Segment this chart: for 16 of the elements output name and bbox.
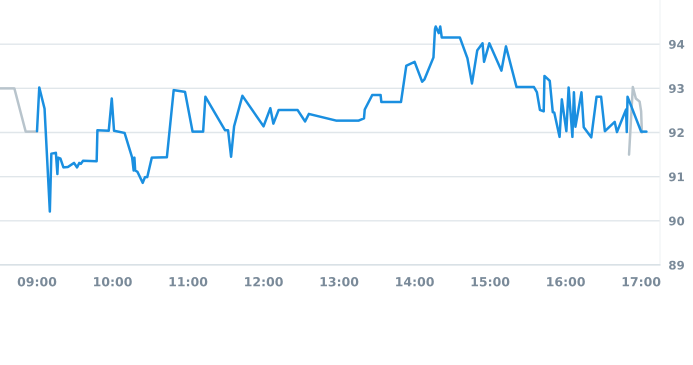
x-tick-label: 15:00	[472, 277, 510, 286]
x-tick-label: 09:00	[18, 277, 56, 286]
y-tick-label: 94	[668, 40, 684, 49]
y-tick-label: 91	[668, 172, 684, 182]
x-tick-label: 10:00	[94, 277, 132, 286]
line-series	[36, 25, 648, 213]
x-tick-label: 14:00	[396, 277, 434, 286]
x-tick-label: 13:00	[320, 277, 358, 286]
y-tick-label: 90	[668, 216, 684, 226]
y-tick-label: 93	[668, 84, 684, 93]
x-tick-label: 12:00	[245, 277, 283, 286]
y-tick-label: 92	[668, 128, 684, 138]
x-tick-label: 16:00	[547, 277, 585, 286]
y-tick-label: 89	[669, 260, 684, 270]
x-tick-label: 11:00	[170, 277, 208, 286]
x-tick-label: 17:00	[622, 277, 660, 286]
